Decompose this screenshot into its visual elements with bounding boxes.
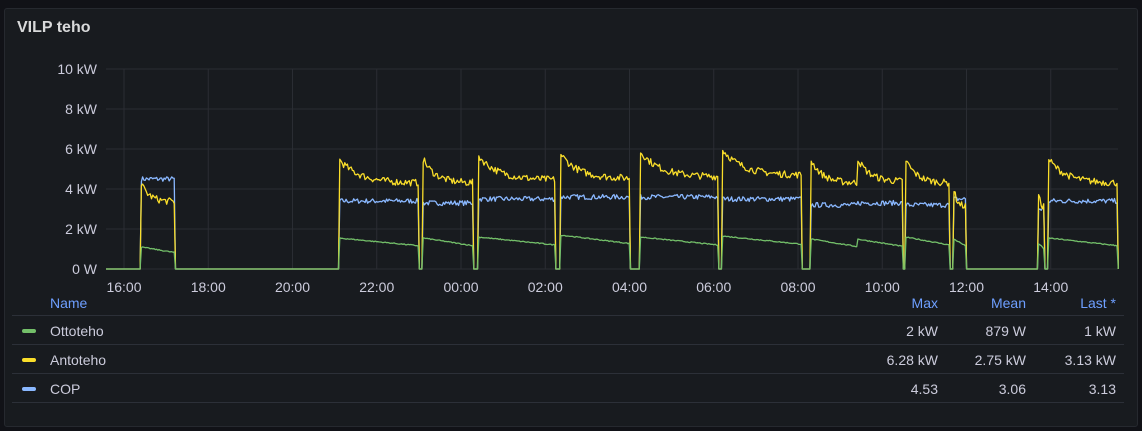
x-tick-label: 18:00 bbox=[191, 279, 226, 295]
y-tick-label: 6 kW bbox=[65, 141, 98, 157]
legend-last-value: 3.13 kW bbox=[1064, 352, 1116, 368]
y-tick-label: 10 kW bbox=[57, 61, 97, 77]
x-tick-label: 20:00 bbox=[275, 279, 310, 295]
legend-header-name[interactable]: Name bbox=[50, 295, 88, 311]
x-tick-label: 02:00 bbox=[528, 279, 563, 295]
y-tick-label: 2 kW bbox=[65, 221, 98, 237]
legend-last-value: 3.13 bbox=[1088, 381, 1116, 397]
legend-mean-value: 3.06 bbox=[998, 381, 1026, 397]
legend-mean-value: 879 W bbox=[985, 323, 1026, 339]
legend-swatch-antoteho bbox=[22, 358, 36, 362]
legend-series-name[interactable]: Ottoteho bbox=[50, 323, 104, 339]
x-tick-label: 22:00 bbox=[359, 279, 394, 295]
legend-max-value: 4.53 bbox=[910, 381, 938, 397]
legend-header-last[interactable]: Last * bbox=[1080, 295, 1116, 311]
y-tick-label: 8 kW bbox=[65, 101, 98, 117]
x-tick-label: 10:00 bbox=[865, 279, 900, 295]
chart-plot[interactable]: 0 W 2 kW 4 kW 6 kW 8 kW 10 kW 16:00 18:00 20:00 2… bbox=[0, 0, 1142, 300]
x-tick-label: 00:00 bbox=[443, 279, 478, 295]
x-tick-label: 04:00 bbox=[612, 279, 647, 295]
x-tick-label: 14:00 bbox=[1033, 279, 1068, 295]
x-tick-label: 08:00 bbox=[780, 279, 815, 295]
legend-series-name[interactable]: Antoteho bbox=[50, 352, 107, 368]
legend-mean-value: 2.75 kW bbox=[974, 352, 1026, 368]
y-tick-label: 4 kW bbox=[65, 181, 98, 197]
x-tick-label: 06:00 bbox=[696, 279, 731, 295]
legend-max-value: 6.28 kW bbox=[886, 352, 938, 368]
x-tick-label: 12:00 bbox=[949, 279, 984, 295]
legend-last-value: 1 kW bbox=[1084, 323, 1116, 339]
y-tick-label: 0 W bbox=[72, 261, 98, 277]
legend-row-ottoteho[interactable]: Ottoteho 2 kW 879 W 1 kW bbox=[12, 316, 1124, 345]
legend-header: Name Max Mean Last * bbox=[12, 288, 1124, 316]
legend-header-mean[interactable]: Mean bbox=[990, 295, 1026, 311]
legend-series-name[interactable]: COP bbox=[50, 381, 81, 397]
legend-swatch-cop bbox=[22, 387, 36, 391]
legend-row-cop[interactable]: COP 4.53 3.06 3.13 bbox=[12, 374, 1124, 403]
x-tick-label: 16:00 bbox=[106, 279, 141, 295]
legend-table: Name Max Mean Last * Ottoteho 2 kW 879 W… bbox=[12, 288, 1124, 403]
legend-max-value: 2 kW bbox=[906, 323, 938, 339]
series-line-ottoteho bbox=[106, 234, 1119, 270]
legend-swatch-ottoteho bbox=[22, 329, 36, 333]
legend-header-max[interactable]: Max bbox=[911, 295, 938, 311]
legend-row-antoteho[interactable]: Antoteho 6.28 kW 2.75 kW 3.13 kW bbox=[12, 345, 1124, 374]
panel-title: VILP teho bbox=[17, 19, 91, 36]
